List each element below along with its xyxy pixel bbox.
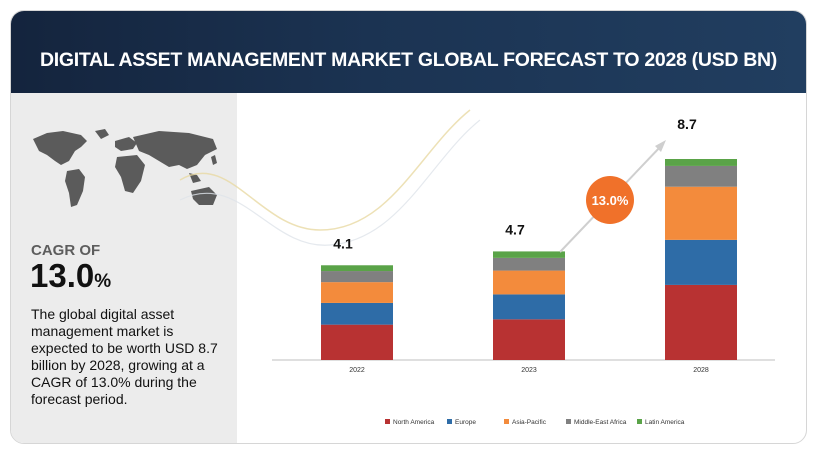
total-label-2028: 8.7 <box>677 116 697 132</box>
bar-2022-north-america <box>321 324 393 360</box>
bar-2022-asia-pacific <box>321 282 393 303</box>
legend-swatch-europe <box>447 419 452 424</box>
legend-swatch-middle-east-africa <box>566 419 571 424</box>
legend-label-north-america: North America <box>393 419 435 426</box>
total-label-2023: 4.7 <box>505 221 525 237</box>
summary-panel: CAGR OF 13.0% The global digital asset m… <box>11 93 237 443</box>
world-map-icon <box>33 129 217 207</box>
bar-2028-middle-east-africa <box>665 165 737 187</box>
cagr-badge-label: 13.0% <box>592 193 629 208</box>
bar-2022-latin-america <box>321 265 393 272</box>
cagr-label: CAGR OF <box>31 242 101 259</box>
legend-swatch-latin-america <box>637 419 642 424</box>
bar-2022-europe <box>321 302 393 325</box>
decorative-swoosh <box>179 119 481 246</box>
bar-2028-asia-pacific <box>665 186 737 240</box>
header-banner: DIGITAL ASSET MANAGEMENT MARKET GLOBAL F… <box>11 11 806 93</box>
chart-legend: North America Europe Asia-Pacific Middle-Ea… <box>385 419 685 426</box>
cagr-badge <box>586 176 634 224</box>
legend-swatch-north-america <box>385 419 390 424</box>
bar-2023-latin-america <box>493 251 565 258</box>
legend-label-asia-pacific: Asia-Pacific <box>512 419 547 426</box>
growth-arrow-head <box>655 140 666 152</box>
market-description: The global digital asset management mark… <box>31 306 218 407</box>
x-tick-label-2023: 2023 <box>521 367 537 374</box>
bar-2028-north-america <box>665 284 737 360</box>
bar-2023-europe <box>493 294 565 320</box>
x-tick-label-2022: 2022 <box>349 367 365 374</box>
bar-layer: 4.1 2022 4.7 2023 8.7 2028 <box>321 116 737 374</box>
cagr-unit: % <box>94 271 112 292</box>
legend-label-europe: Europe <box>455 419 476 426</box>
decorative-swoosh <box>179 109 471 231</box>
x-tick-label-2028: 2028 <box>693 367 709 374</box>
bar-2028-latin-america <box>665 159 737 166</box>
legend-label-latin-america: Latin America <box>645 419 685 426</box>
bar-2022-middle-east-africa <box>321 271 393 283</box>
bar-2023-asia-pacific <box>493 270 565 295</box>
page-title: DIGITAL ASSET MANAGEMENT MARKET GLOBAL F… <box>39 49 777 71</box>
cagr-value: 13.0% <box>30 257 111 295</box>
total-label-2022: 4.1 <box>333 235 353 251</box>
legend-label-middle-east-africa: Middle-East Africa <box>574 419 627 426</box>
cagr-number: 13.0 <box>30 257 95 294</box>
legend-swatch-asia-pacific <box>504 419 509 424</box>
bar-2028-europe <box>665 239 737 285</box>
bar-2023-middle-east-africa <box>493 257 565 271</box>
bar-2023-north-america <box>493 319 565 360</box>
